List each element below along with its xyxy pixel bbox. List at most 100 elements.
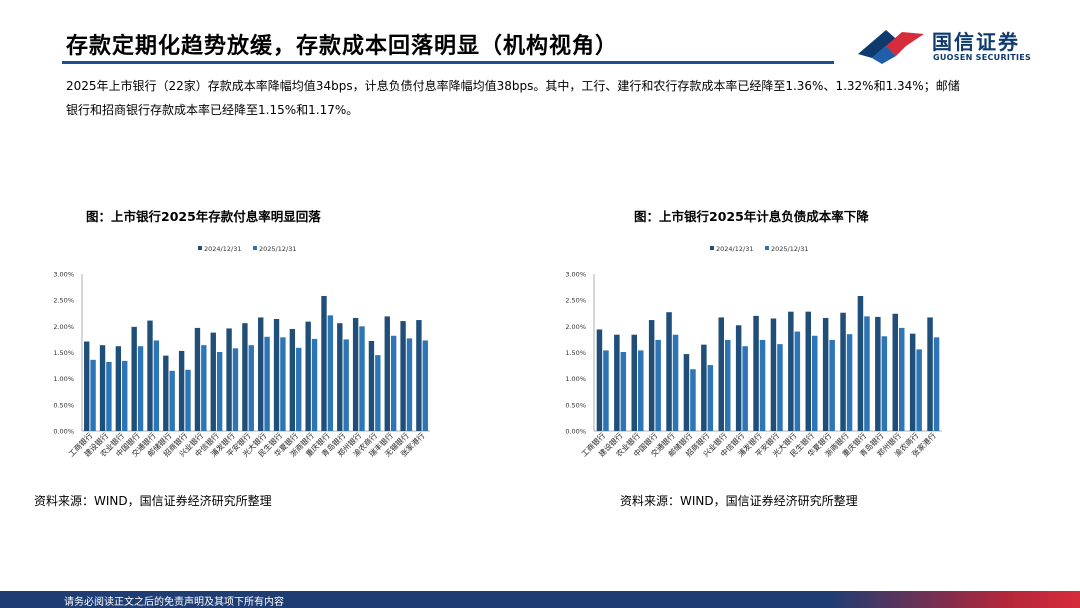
bar — [718, 317, 724, 431]
source-note-right: 资料来源：WIND，国信证券经济研究所整理 — [620, 494, 858, 508]
bar — [384, 316, 390, 431]
bar — [840, 312, 846, 431]
legend-label: 2024/12/31 — [204, 245, 241, 253]
bar — [603, 350, 609, 431]
bar — [99, 345, 106, 431]
bar — [390, 335, 397, 431]
bar — [683, 354, 690, 431]
y-tick-label: 3.00% — [565, 271, 586, 279]
bar — [735, 325, 742, 431]
legend-swatch — [198, 246, 202, 250]
y-tick-label: 1.50% — [565, 349, 586, 357]
bar — [264, 336, 270, 431]
bar — [822, 317, 829, 431]
bar — [406, 338, 413, 431]
bar — [343, 339, 349, 431]
legend-label: 2025/12/31 — [771, 245, 808, 253]
bar — [829, 339, 835, 431]
bar — [899, 327, 905, 431]
bar — [638, 350, 644, 431]
bar — [368, 340, 375, 431]
bar — [359, 326, 365, 431]
chart-title-left: 图：上市银行2025年存款付息率明显回落 — [86, 209, 321, 224]
logo-text: 国信证券 — [932, 30, 1020, 54]
bar — [701, 344, 707, 431]
bar — [777, 344, 783, 431]
bar — [280, 337, 286, 431]
y-tick-label: 0.00% — [53, 428, 74, 436]
bar — [137, 346, 144, 431]
bar — [666, 312, 672, 431]
y-tick-label: 2.00% — [565, 323, 586, 331]
y-tick-label: 0.00% — [565, 428, 586, 436]
footer-accent — [830, 591, 1080, 608]
footer-disclaimer: 请务必阅读正文之后的免责声明及其项下所有内容 — [64, 597, 284, 608]
bar — [770, 318, 777, 431]
bar — [875, 316, 881, 431]
bar — [805, 311, 811, 431]
bar — [672, 334, 679, 431]
bar — [84, 341, 90, 431]
chart-title-right: 图：上市银行2025年计息负债成本率下降 — [634, 209, 869, 224]
source-note-left: 资料来源：WIND，国信证券经济研究所整理 — [34, 494, 272, 508]
bar — [327, 315, 334, 431]
y-tick-label: 1.00% — [565, 375, 586, 383]
intro-paragraph: 2025年上市银行（22家）存款成本率降幅均值34bps，计息负债付息率降幅均值… — [66, 79, 960, 117]
bar — [122, 360, 128, 431]
bar — [933, 337, 940, 431]
logo-subtext: GUOSEN SECURITIES — [933, 53, 1032, 62]
bar — [201, 345, 207, 431]
bar — [812, 335, 818, 431]
bar — [753, 315, 759, 431]
liability-cost-chart: 2024/12/31 2025/12/31 3.00% 2.50% 2.00% 1.50%… — [565, 245, 942, 459]
bar — [794, 331, 801, 431]
bar — [131, 326, 137, 431]
bar — [147, 320, 153, 431]
bar — [416, 320, 422, 431]
y-tick-label: 2.50% — [565, 297, 586, 305]
bar — [864, 316, 870, 431]
bar — [169, 370, 175, 431]
footer-bar: 请务必阅读正文之后的免责声明及其项下所有内容 — [0, 591, 1080, 608]
bar — [178, 350, 185, 431]
bar — [311, 338, 318, 431]
bar — [153, 340, 160, 431]
bar — [596, 329, 603, 431]
bar — [248, 345, 254, 431]
logo: 国信证券 GUOSEN SECURITIES — [856, 24, 1046, 66]
y-tick-label: 2.00% — [53, 323, 74, 331]
bar — [788, 311, 794, 431]
bar — [216, 351, 223, 431]
bar — [106, 361, 112, 431]
bar — [725, 339, 731, 431]
y-tick-label: 1.50% — [53, 349, 74, 357]
legend-label: 2024/12/31 — [716, 245, 753, 253]
bar — [115, 346, 122, 431]
title-rule — [62, 61, 834, 64]
page-title: 存款定期化趋势放缓，存款成本回落明显（机构视角） — [66, 34, 619, 59]
bar — [375, 355, 381, 431]
bar — [909, 333, 916, 431]
bar — [422, 340, 428, 431]
bar — [305, 321, 311, 431]
bar — [242, 323, 248, 431]
bar — [232, 348, 239, 431]
bar — [289, 328, 296, 431]
bar — [614, 334, 620, 431]
y-tick-label: 3.00% — [53, 271, 74, 279]
bar — [655, 339, 661, 431]
legend-swatch — [710, 246, 714, 250]
legend-label: 2025/12/31 — [259, 245, 296, 253]
bar — [857, 295, 864, 431]
deposit-cost-chart: 2024/12/31 2025/12/31 3.00% 2.50% 2.00% 1.50%… — [53, 245, 430, 459]
bar — [892, 313, 898, 431]
guosen-logo-icon — [858, 30, 924, 64]
bar — [927, 317, 933, 431]
bar — [210, 332, 216, 431]
y-tick-label: 0.50% — [53, 401, 74, 409]
legend-swatch — [765, 246, 769, 250]
bar — [759, 339, 766, 431]
bar — [690, 369, 696, 431]
bar — [916, 349, 922, 431]
bar — [296, 347, 302, 431]
